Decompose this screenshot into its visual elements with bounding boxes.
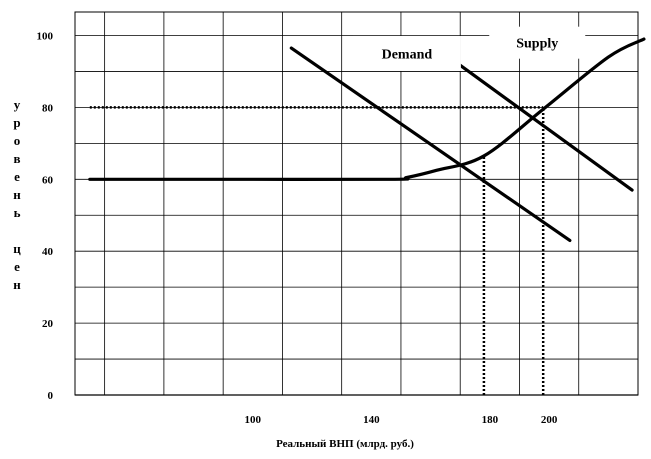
x-tick-label: 180 <box>482 414 499 426</box>
grid <box>74 11 639 396</box>
x-tick-label: 200 <box>541 414 558 426</box>
y-axis-label-letter: н <box>13 277 21 292</box>
y-tick-labels: 0 20 40 60 80 100 <box>37 31 54 403</box>
label-box-demand <box>352 35 461 71</box>
y-tick-label: 40 <box>42 246 54 258</box>
series-line-demand-0 <box>289 46 572 243</box>
label-supply: Supply <box>516 37 558 52</box>
y-axis-label-letter: ц <box>13 241 21 256</box>
y-tick-label: 100 <box>37 31 54 43</box>
x-tick-label: 100 <box>245 414 262 426</box>
curve-labels: Demand Supply <box>352 26 586 71</box>
series-line-demand-1 <box>434 46 634 192</box>
y-axis-label-letter: ь <box>13 205 21 220</box>
guide-lines <box>89 106 545 395</box>
y-axis-label-letter: о <box>13 133 21 148</box>
y-axis-label-letter: е <box>14 169 20 184</box>
y-axis-label-letter: е <box>14 259 20 274</box>
y-tick-label: 20 <box>42 318 54 330</box>
x-tick-label: 140 <box>363 414 380 426</box>
y-tick-label: 80 <box>42 102 54 114</box>
y-axis-label-letter: у <box>13 97 21 112</box>
x-tick-labels: 100 140 180 200 <box>245 414 558 426</box>
y-axis-label-letter: р <box>13 115 21 130</box>
x-axis-label: Реальный ВНП (млрд. руб.) <box>276 438 414 450</box>
y-tick-label: 60 <box>42 174 54 186</box>
y-tick-label: 0 <box>48 390 54 402</box>
label-box-supply <box>489 26 586 59</box>
y-axis-label-letter: в <box>13 151 21 166</box>
series-lines <box>88 37 646 243</box>
y-axis-label-letter: н <box>13 187 21 202</box>
series-line-supply-2 <box>88 37 646 182</box>
label-demand: Demand <box>382 47 433 62</box>
